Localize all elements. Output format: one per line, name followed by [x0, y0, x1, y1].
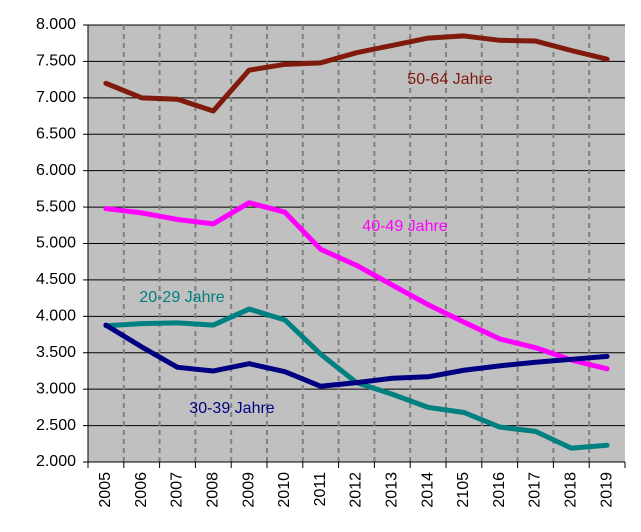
x-tick-label: 2005 — [97, 472, 114, 508]
y-tick-label: 6.500 — [36, 125, 76, 142]
series-line — [103, 200, 610, 372]
series-line — [103, 322, 610, 389]
x-tick-label: 2014 — [419, 472, 436, 508]
x-tick-label: 2012 — [348, 472, 365, 508]
y-tick-label: 2.500 — [36, 417, 76, 434]
y-tick-label: 5.000 — [36, 235, 76, 252]
y-tick-label: 4.500 — [36, 271, 76, 288]
series-label: 20-29 Jahre — [139, 289, 224, 306]
x-tick-label: 2013 — [384, 472, 401, 508]
y-tick-label: 7.000 — [36, 89, 76, 106]
series-line — [103, 33, 610, 114]
y-tick-label: 3.000 — [36, 380, 76, 397]
x-tick-label: 2009 — [240, 472, 257, 508]
x-tick-label: 2016 — [491, 472, 508, 508]
y-tick-label: 4.000 — [36, 308, 76, 325]
x-tick-label: 2007 — [169, 472, 186, 508]
x-tick-label: 2006 — [133, 472, 150, 508]
y-tick-label: 7.500 — [36, 53, 76, 70]
x-tick-label: 2017 — [527, 472, 544, 508]
series-label: 50-64 Jahre — [407, 71, 492, 88]
x-tick-label: 2019 — [598, 472, 615, 508]
series-label: 40-49 Jahre — [362, 218, 447, 235]
y-tick-label: 5.500 — [36, 198, 76, 215]
x-tick-label: 2018 — [563, 472, 580, 508]
y-tick-label: 3.500 — [36, 344, 76, 361]
x-tick-label: 2105 — [455, 472, 472, 508]
x-tick-label: 2011 — [312, 472, 329, 507]
x-tick-label: 2010 — [276, 472, 293, 508]
y-tick-label: 2.000 — [36, 453, 76, 470]
x-tick-label: 2008 — [205, 472, 222, 508]
y-tick-label: 6.000 — [36, 162, 76, 179]
y-tick-label: 8.000 — [36, 16, 76, 33]
series-label: 30-39 Jahre — [189, 400, 274, 417]
